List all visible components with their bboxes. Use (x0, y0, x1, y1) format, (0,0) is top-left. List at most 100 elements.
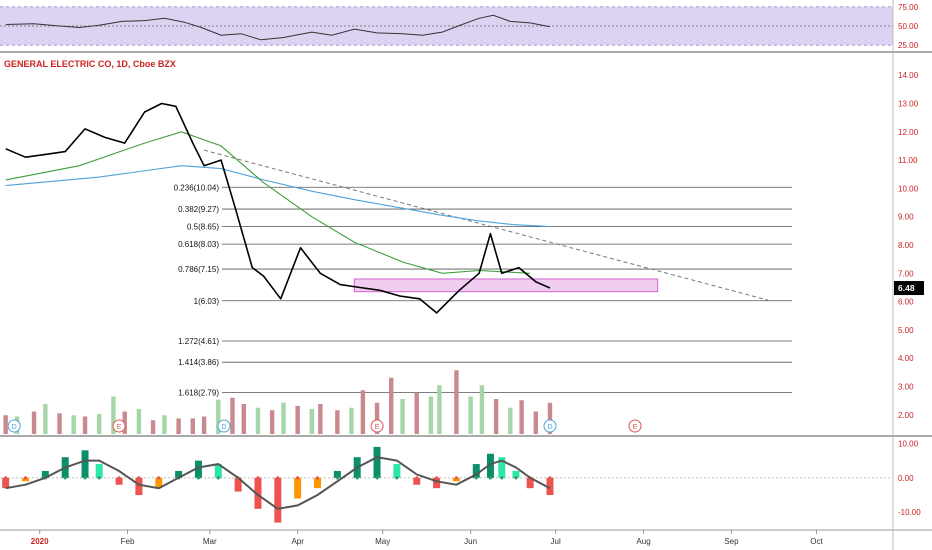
oscillator-bar (294, 477, 302, 499)
oscillator-dot (474, 476, 478, 480)
volume-bar (454, 370, 459, 434)
oscillator-axis: 10.00 0.00 -10.00 (898, 439, 921, 517)
oscillator-dot (500, 476, 504, 480)
oscillator-bar (234, 477, 242, 492)
time-tick-label: Sep (724, 537, 739, 546)
time-tick-label: Feb (121, 537, 135, 546)
oscillator-bar (135, 477, 143, 496)
volume-bar (269, 410, 275, 434)
time-tick-label: 2020 (31, 537, 49, 546)
volume-bar (230, 397, 235, 434)
oscillator-dot (375, 476, 379, 480)
oscillator-bar (22, 477, 30, 482)
oscillator-dot (137, 476, 141, 480)
event-marker-label: D (547, 424, 552, 431)
oscillator-bar (393, 464, 401, 478)
volume-bar (335, 410, 340, 434)
time-axis: 2020 Feb Mar Apr May Jun Jul Aug Sep Oct (31, 530, 823, 546)
volume-bar (519, 400, 524, 434)
volume-bar (150, 420, 156, 434)
volume-bar (295, 405, 300, 434)
fib-level-label: 0.5(8.65) (187, 223, 219, 232)
oscillator-histogram (2, 446, 554, 523)
event-marker-circle (370, 419, 384, 433)
volume-bar (136, 409, 142, 434)
oscillator-bar (546, 477, 554, 496)
volume-bars (3, 370, 553, 434)
price-panel: GENERAL ELECTRIC CO, 1D, Cboe BZX 0.236(… (3, 59, 924, 434)
rsi-tick-label: 25.00 (898, 41, 919, 50)
oscillator-bar (95, 464, 103, 478)
volume-bar (374, 402, 380, 434)
volume-bar (71, 415, 76, 434)
oscillator-dot (488, 476, 493, 480)
price-axis: 14.00 13.00 12.00 11.00 10.00 9.00 8.00 7.00 6.0… (898, 71, 919, 420)
volume-bar (31, 411, 37, 434)
oscillator-bar (155, 477, 163, 489)
event-marker-label: E (375, 424, 380, 431)
time-tick-label: Jun (464, 537, 477, 546)
fib-level-label: 1.618(2.79) (178, 388, 219, 397)
event-marker-circle (7, 419, 21, 433)
volume-bar (389, 377, 394, 434)
oscillator-dot (296, 476, 300, 480)
oscillator-dots (4, 476, 552, 480)
oscillator-dot (335, 476, 339, 480)
oscillator-bar (452, 477, 460, 482)
rsi-axis: 75.00 50.00 25.00 (898, 3, 919, 50)
price-tick-label: 13.00 (898, 99, 919, 108)
oscillator-dot (83, 476, 87, 480)
oscillator-bar (274, 477, 282, 523)
chart-title: GENERAL ELECTRIC CO, 1D, Cboe BZX (4, 59, 176, 69)
event-marker-circle (112, 419, 126, 433)
oscillator-dot (117, 476, 121, 480)
oscillator-bar (413, 477, 421, 485)
volume-bar (400, 399, 405, 434)
volume-bar (255, 407, 261, 434)
price-tick-label: 11.00 (898, 156, 918, 165)
price-line (5, 102, 551, 314)
oscillator-dot (315, 476, 320, 480)
oscillator-bar (194, 460, 202, 478)
volume-bar (162, 415, 167, 434)
oscillator-bar (526, 477, 534, 489)
volume-bar (437, 385, 442, 434)
oscillator-bar (498, 457, 506, 478)
price-tick-label: 6.00 (898, 298, 914, 307)
moving-average-short (5, 131, 531, 274)
price-tick-label: 4.00 (898, 354, 914, 363)
fib-level-label: 1.414(3.86) (178, 358, 219, 367)
price-tick-label: 2.00 (898, 411, 914, 420)
price-tick-label: 14.00 (898, 71, 919, 80)
oscillator-dot (548, 476, 552, 480)
volume-bar (97, 414, 102, 434)
volume-bar (508, 407, 513, 434)
time-tick-label: Mar (203, 537, 217, 546)
oscillator-tick-label: 0.00 (898, 474, 914, 483)
volume-bar (349, 407, 354, 434)
oscillator-bar (433, 477, 441, 489)
fib-level-label: 0.786(7.15) (178, 265, 219, 274)
fib-level-label: 0.618(8.03) (178, 240, 219, 249)
oscillator-bar (333, 470, 341, 478)
rsi-panel: 75.00 50.00 25.00 (0, 3, 919, 50)
oscillator-bar (486, 453, 494, 478)
oscillator-bar (373, 446, 381, 478)
volume-bar (216, 399, 221, 434)
price-tick-label: 9.00 (898, 213, 914, 222)
event-marker-label: E (633, 424, 638, 431)
volume-bar (281, 402, 286, 434)
volume-bar (547, 402, 553, 434)
oscillator-dot (216, 476, 220, 480)
volume-bar (82, 416, 88, 434)
volume-bar (190, 418, 195, 434)
price-tick-label: 7.00 (898, 269, 914, 278)
price-tick-label: 5.00 (898, 326, 914, 335)
oscillator-bar (512, 470, 520, 478)
oscillator-dot (256, 476, 260, 480)
event-marker-label: D (12, 424, 17, 431)
volume-bar (3, 415, 8, 434)
rsi-line (5, 14, 551, 41)
